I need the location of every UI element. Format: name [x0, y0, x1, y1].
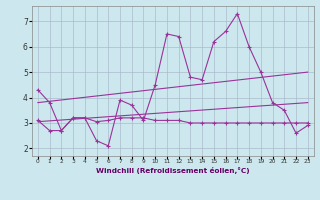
- X-axis label: Windchill (Refroidissement éolien,°C): Windchill (Refroidissement éolien,°C): [96, 167, 250, 174]
